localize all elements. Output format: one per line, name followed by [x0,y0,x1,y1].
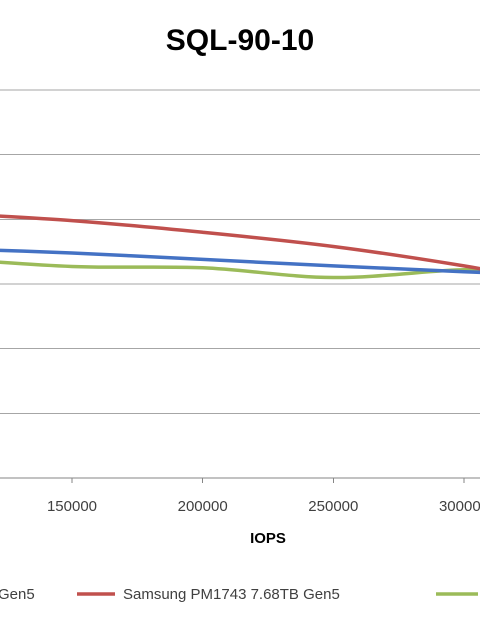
series-line [0,214,480,271]
series-line [0,260,480,280]
x-axis [0,477,480,483]
gridlines [0,89,480,414]
x-tick-label: 150000 [47,498,97,515]
x-tick-label: 250000 [308,498,358,515]
series-line [0,248,480,275]
x-tick-label: 300000 [439,498,480,515]
legend-label: Samsung PM1743 7.68TB Gen5 [123,586,340,603]
chart-title: SQL-90-10 [166,24,314,57]
legend: Gen5 Samsung PM1743 7.68TB Gen5 [0,586,478,603]
legend-label: Gen5 [0,586,35,603]
x-tick-label: 200000 [178,498,228,515]
x-tick-labels: 150000 200000 250000 300000 [47,498,480,515]
x-axis-label: IOPS [250,530,286,547]
series-lines [0,214,480,280]
